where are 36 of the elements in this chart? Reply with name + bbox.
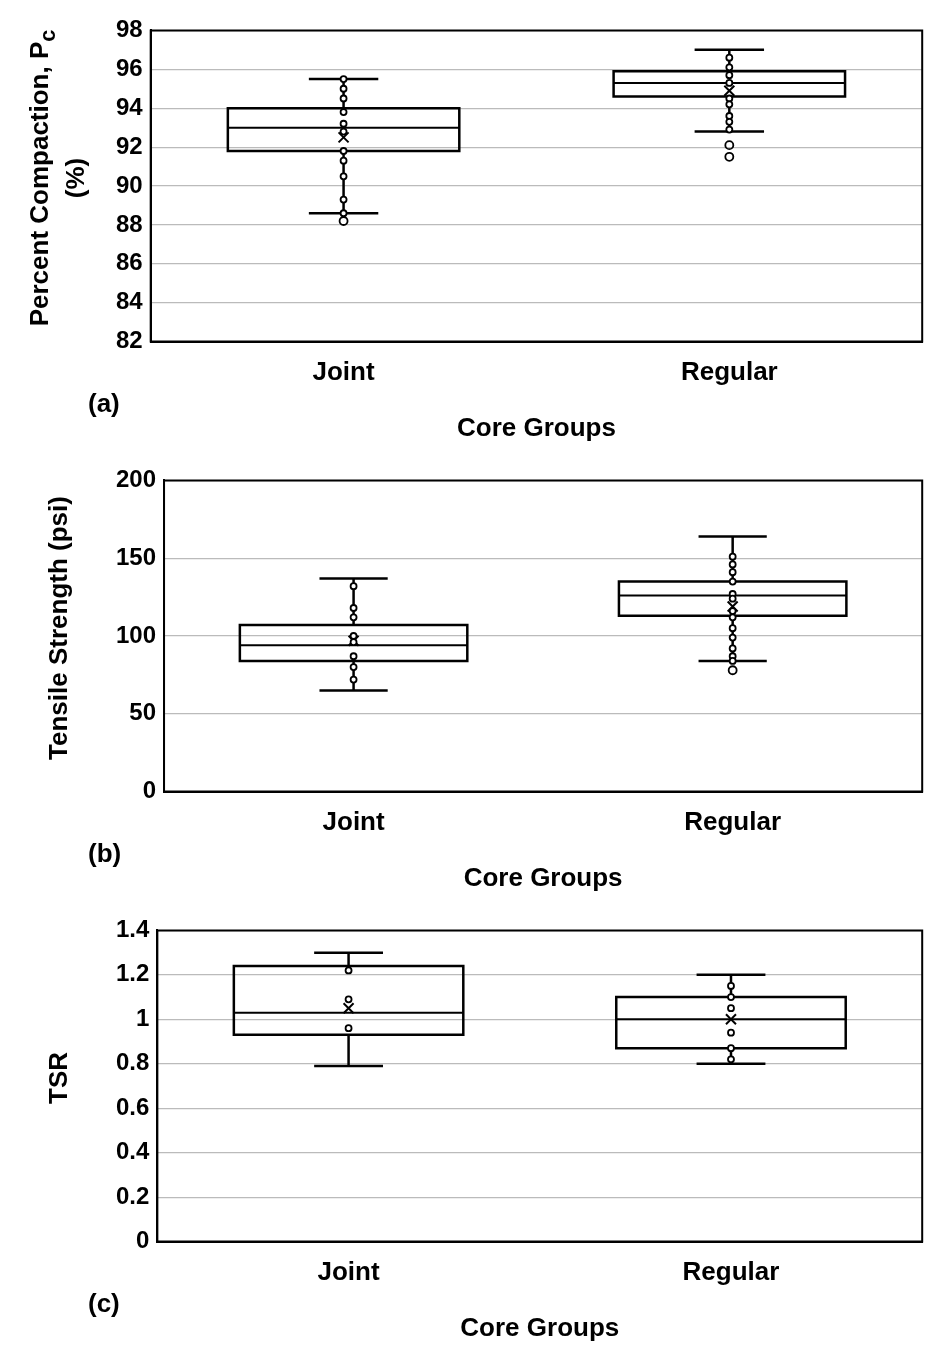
y-tick-label: 0 (136, 1226, 150, 1254)
text: (b) (88, 838, 122, 869)
x-tick-label: Regular (684, 806, 782, 837)
y-tick-label: 0.4 (115, 1137, 150, 1165)
y-tick-label: 1 (136, 1003, 150, 1031)
y-tick-label: 1.4 (115, 915, 150, 943)
x-tick-label: Regular (682, 1256, 780, 1287)
y-tick-label: 84 (115, 287, 144, 315)
y-tick-label: 50 (129, 698, 157, 726)
x-tick-label: Joint (317, 1256, 380, 1287)
y-tick-label: 92 (115, 131, 143, 159)
y-tick-label: 100 (116, 620, 157, 648)
y-tick-label: 200 (116, 465, 157, 493)
y-tick-label: 88 (115, 209, 143, 237)
y-tick-label: 1.2 (115, 959, 150, 987)
x-axis-title: Core Groups (460, 1311, 620, 1342)
y-tick-label: 150 (116, 542, 157, 570)
y-tick-label: 0.8 (115, 1048, 150, 1076)
y-tick-label: 0.2 (115, 1181, 150, 1209)
x-tick-label: Joint (322, 806, 385, 837)
x-tick-label: Joint (312, 356, 375, 387)
x-axis-title: Core Groups (463, 861, 623, 892)
y-tick-label: 0.6 (115, 1092, 150, 1120)
x-tick-label: Regular (680, 356, 778, 387)
y-tick-label: 96 (115, 53, 143, 81)
y-axis-title: Tensile Strength (psi) (42, 495, 73, 762)
y-tick-label: 98 (115, 15, 143, 43)
y-tick-label: 90 (115, 170, 143, 198)
x-axis-title: Core Groups (456, 411, 616, 442)
text: (a) (88, 388, 120, 419)
text: (c) (88, 1288, 120, 1319)
y-tick-label: 86 (115, 248, 143, 276)
y-tick-label: 94 (115, 92, 144, 120)
y-tick-label: 82 (115, 326, 143, 354)
y-tick-label: 0 (142, 776, 157, 804)
y-axis-title: TSR (42, 1051, 73, 1106)
